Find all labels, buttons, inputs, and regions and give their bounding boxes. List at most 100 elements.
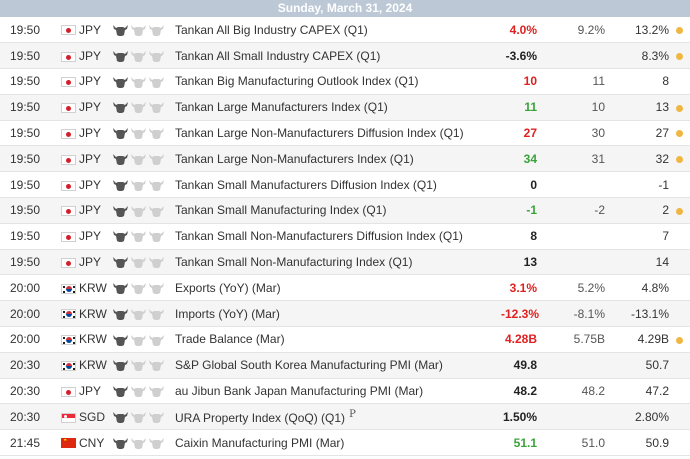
- bull-icon: [130, 308, 147, 321]
- flag-cell: [57, 274, 79, 302]
- event-row[interactable]: 19:50 JPY Tankan Large Manufacturers Index…: [0, 94, 690, 121]
- flag-cell: [57, 429, 79, 457]
- actual-value: 3.1%: [501, 274, 541, 302]
- forecast-value: 10: [541, 94, 608, 121]
- bull-icon: [148, 437, 165, 450]
- event-name[interactable]: Tankan Large Manufacturers Index (Q1): [175, 94, 501, 121]
- event-name-text[interactable]: Tankan Large Non-Manufacturers Diffusion…: [175, 126, 464, 141]
- importance-rating: [112, 42, 175, 70]
- event-row[interactable]: 21:45 CNY Caixin Manufacturing PMI (Mar) 51…: [0, 429, 690, 457]
- event-name[interactable]: Tankan All Big Industry CAPEX (Q1): [175, 17, 501, 44]
- bull-icon: [112, 76, 129, 89]
- event-name[interactable]: Tankan Big Manufacturing Outlook Index (…: [175, 68, 501, 95]
- revision-cell: [669, 378, 690, 405]
- previous-value: 8: [608, 68, 669, 95]
- importance-rating: [112, 274, 175, 302]
- event-name[interactable]: URA Property Index (QoQ) (Q1) P: [175, 403, 501, 431]
- importance-rating: [112, 300, 175, 328]
- currency-code: KRW: [79, 326, 112, 353]
- event-row[interactable]: 19:50 JPY Tankan Small Manufacturers Diffu…: [0, 171, 690, 199]
- event-row[interactable]: 20:30 KRW S&P Global South Korea Manufactu…: [0, 352, 690, 379]
- event-row[interactable]: 20:00 KRW Imports (YoY) (Mar) -12.3% -8.1% -1…: [0, 300, 690, 328]
- importance-rating: [112, 145, 175, 173]
- event-name[interactable]: Trade Balance (Mar): [175, 326, 501, 353]
- event-name[interactable]: au Jibun Bank Japan Manufacturing PMI (M…: [175, 378, 501, 405]
- event-name[interactable]: Tankan Small Non-Manufacturing Index (Q1…: [175, 249, 501, 276]
- event-name-text[interactable]: Imports (YoY) (Mar): [175, 306, 280, 321]
- event-row[interactable]: 19:50 JPY Tankan Small Non-Manufacturers D…: [0, 223, 690, 250]
- flag-cell: [57, 145, 79, 173]
- event-name-text[interactable]: Tankan Small Manufacturers Diffusion Ind…: [175, 177, 437, 192]
- event-row[interactable]: 19:50 JPY Tankan Small Manufacturing Index…: [0, 197, 690, 224]
- event-name-text[interactable]: Trade Balance (Mar): [175, 332, 285, 347]
- event-name-text[interactable]: Tankan Small Manufacturing Index (Q1): [175, 203, 387, 218]
- event-row[interactable]: 20:30 JPY au Jibun Bank Japan Manufacturin…: [0, 378, 690, 405]
- event-name-text[interactable]: Tankan All Big Industry CAPEX (Q1): [175, 22, 368, 37]
- event-name-text[interactable]: au Jibun Bank Japan Manufacturing PMI (M…: [175, 384, 424, 399]
- event-row[interactable]: 20:30 SGD URA Property Index (QoQ) (Q1) P 1.…: [0, 403, 690, 431]
- revision-cell: [669, 429, 690, 457]
- bull-icon: [148, 76, 165, 89]
- revision-dot-icon: [676, 26, 683, 34]
- event-name-text[interactable]: URA Property Index (QoQ) (Q1): [175, 410, 346, 425]
- actual-value: -12.3%: [501, 300, 541, 328]
- event-row[interactable]: 20:00 KRW Trade Balance (Mar) 4.28B 5.75B 4.2…: [0, 326, 690, 353]
- bull-icon: [148, 334, 165, 347]
- event-name[interactable]: Tankan Large Non-Manufacturers Index (Q1…: [175, 145, 501, 173]
- event-time: 20:30: [0, 378, 57, 405]
- event-row[interactable]: 19:50 JPY Tankan Large Non-Manufacturers I…: [0, 145, 690, 173]
- event-name-text[interactable]: Tankan Big Manufacturing Outlook Index (…: [175, 74, 419, 89]
- flag-kr-icon: [60, 335, 76, 346]
- previous-value: 2: [608, 197, 669, 224]
- event-time: 20:00: [0, 326, 57, 353]
- currency-code: JPY: [79, 145, 112, 173]
- event-name[interactable]: S&P Global South Korea Manufacturing PMI…: [175, 352, 501, 379]
- event-time: 19:50: [0, 94, 57, 121]
- event-row[interactable]: 19:50 JPY Tankan Big Manufacturing Outlook…: [0, 68, 690, 95]
- event-name[interactable]: Imports (YoY) (Mar): [175, 300, 501, 328]
- bull-icon: [112, 153, 129, 166]
- event-row[interactable]: 19:50 JPY Tankan Large Non-Manufacturers D…: [0, 120, 690, 147]
- event-name-text[interactable]: S&P Global South Korea Manufacturing PMI…: [175, 358, 443, 373]
- revision-dot-icon: [676, 104, 683, 112]
- event-name[interactable]: Caixin Manufacturing PMI (Mar): [175, 429, 501, 457]
- event-name[interactable]: Tankan All Small Industry CAPEX (Q1): [175, 42, 501, 70]
- event-name[interactable]: Tankan Small Manufacturing Index (Q1): [175, 197, 501, 224]
- previous-value: 13.2%: [608, 17, 669, 44]
- preliminary-icon: P: [349, 408, 356, 420]
- flag-kr-icon: [60, 283, 76, 294]
- bull-icon: [112, 256, 129, 269]
- event-name-text[interactable]: Tankan Small Non-Manufacturing Index (Q1…: [175, 255, 413, 270]
- event-name-text[interactable]: Tankan All Small Industry CAPEX (Q1): [175, 48, 381, 63]
- event-row[interactable]: 19:50 JPY Tankan Small Non-Manufacturing I…: [0, 249, 690, 276]
- forecast-value: -8.1%: [541, 300, 608, 328]
- revision-dot-icon: [676, 336, 683, 344]
- flag-cell: [57, 17, 79, 44]
- forecast-value: 51.0: [541, 429, 608, 457]
- revision-dot-icon: [676, 130, 683, 138]
- event-name[interactable]: Exports (YoY) (Mar): [175, 274, 501, 302]
- event-name-text[interactable]: Tankan Large Non-Manufacturers Index (Q1…: [175, 151, 414, 166]
- flag-kr-icon: [60, 361, 76, 372]
- actual-value: 8: [501, 223, 541, 250]
- flag-cell: [57, 300, 79, 328]
- bull-icon: [148, 230, 165, 243]
- event-row[interactable]: 19:50 JPY Tankan All Small Industry CAPEX …: [0, 42, 690, 70]
- event-time: 19:50: [0, 145, 57, 173]
- actual-value: 48.2: [501, 378, 541, 405]
- importance-rating: [112, 68, 175, 95]
- event-time: 19:50: [0, 68, 57, 95]
- forecast-value: 5.75B: [541, 326, 608, 353]
- event-name-text[interactable]: Tankan Small Non-Manufacturers Diffusion…: [175, 229, 463, 244]
- event-name-text[interactable]: Exports (YoY) (Mar): [175, 280, 281, 295]
- event-row[interactable]: 19:50 JPY Tankan All Big Industry CAPEX (Q…: [0, 17, 690, 44]
- importance-rating: [112, 326, 175, 353]
- event-name[interactable]: Tankan Large Non-Manufacturers Diffusion…: [175, 120, 501, 147]
- revision-cell: [669, 120, 690, 147]
- event-name-text[interactable]: Tankan Large Manufacturers Index (Q1): [175, 100, 388, 115]
- event-row[interactable]: 20:00 KRW Exports (YoY) (Mar) 3.1% 5.2% 4.8%: [0, 274, 690, 302]
- event-name[interactable]: Tankan Small Manufacturers Diffusion Ind…: [175, 171, 501, 199]
- event-name[interactable]: Tankan Small Non-Manufacturers Diffusion…: [175, 223, 501, 250]
- actual-value: -1: [501, 197, 541, 224]
- event-name-text[interactable]: Caixin Manufacturing PMI (Mar): [175, 435, 345, 450]
